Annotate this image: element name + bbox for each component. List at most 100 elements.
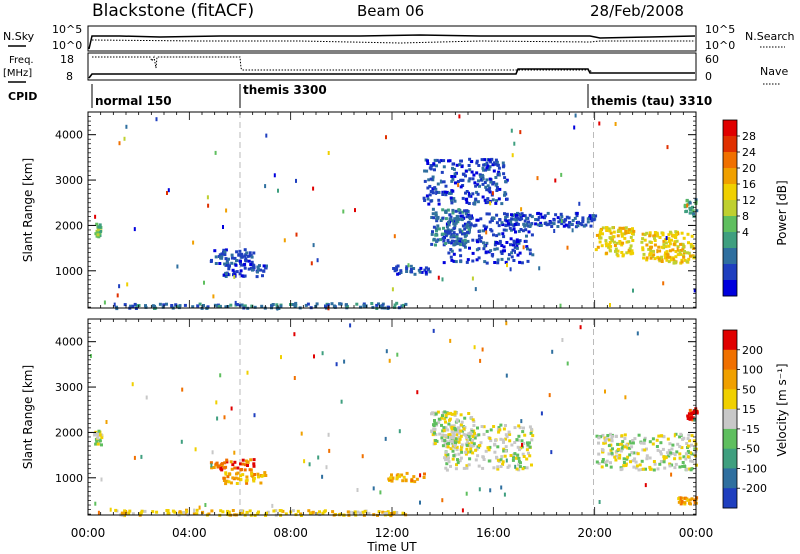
echo-cell <box>444 453 448 457</box>
echo-cell <box>185 509 189 513</box>
echo-cell <box>692 439 696 443</box>
echo-cell <box>250 255 254 259</box>
echo-cell <box>525 457 529 461</box>
echo-cell <box>451 449 455 453</box>
echo-cell <box>486 197 490 201</box>
echo-cell <box>600 244 604 248</box>
echo-cell <box>607 227 611 231</box>
echo-cell <box>178 510 182 514</box>
echo-cell <box>551 349 554 354</box>
echo-cell <box>480 158 484 162</box>
echo-cell <box>443 190 447 194</box>
echo-cell <box>487 188 491 192</box>
echo-cell <box>257 475 260 479</box>
echo-cell <box>213 303 217 307</box>
echo-cell <box>389 514 393 518</box>
echo-cell <box>598 240 602 244</box>
echo-cell <box>458 163 462 167</box>
echo-cell <box>245 460 249 464</box>
echo-cell <box>480 425 484 428</box>
echo-cell <box>613 244 617 247</box>
echo-cell <box>550 225 554 228</box>
echo-cell <box>607 452 611 456</box>
echo-cell <box>95 222 99 226</box>
echo-cell <box>611 226 615 230</box>
echo-cell <box>233 450 236 455</box>
echo-cell <box>461 172 465 176</box>
echo-cell <box>643 438 647 442</box>
echo-cell <box>682 236 686 240</box>
echo-cell <box>680 260 684 264</box>
echo-cell <box>123 303 127 307</box>
echo-cell <box>466 450 470 454</box>
echo-cell <box>501 249 505 253</box>
echo-cell <box>451 436 455 440</box>
echo-cell <box>466 258 470 262</box>
echo-cell <box>608 236 612 240</box>
echo-cell <box>313 354 315 359</box>
echo-cell <box>678 465 682 469</box>
echo-cell <box>497 197 501 201</box>
echo-cell <box>641 467 645 471</box>
echo-cell <box>449 411 453 415</box>
echo-cell <box>513 241 516 245</box>
y-tick-label: 3000 <box>55 174 83 187</box>
echo-cell <box>695 209 699 213</box>
echo-cell <box>501 232 505 236</box>
echo-cell <box>453 410 457 414</box>
echo-cell <box>446 457 450 461</box>
echo-cell <box>226 509 229 513</box>
echo-cell <box>429 190 433 193</box>
echo-cell <box>693 454 697 458</box>
echo-cell <box>461 210 465 214</box>
echo-cell <box>667 454 671 458</box>
echo-cell <box>453 446 457 450</box>
echo-cell <box>487 448 491 452</box>
echo-cell <box>400 304 404 308</box>
echo-cell <box>203 280 205 285</box>
echo-cell <box>235 259 238 262</box>
echo-cell <box>467 463 471 467</box>
echo-cell <box>692 409 696 413</box>
nave-line <box>92 55 695 74</box>
echo-cell <box>444 184 448 188</box>
echo-cell <box>423 169 427 173</box>
echo-cell <box>247 267 251 271</box>
echo-cell <box>482 247 486 251</box>
echo-cell <box>455 163 459 167</box>
echo-cell <box>488 445 492 449</box>
echo-cell <box>239 254 243 257</box>
echo-cell <box>479 236 483 240</box>
echo-cell <box>672 242 676 246</box>
echo-cell <box>473 181 477 185</box>
echo-cell <box>220 254 224 258</box>
echo-cell <box>621 253 625 257</box>
echo-cell <box>452 231 456 235</box>
echo-cell <box>459 178 463 182</box>
echo-cell <box>220 464 224 467</box>
echo-cell <box>434 439 438 442</box>
echo-cell <box>465 215 469 219</box>
echo-cell <box>449 255 453 259</box>
echo-cell <box>637 468 641 472</box>
echo-cell <box>125 124 128 129</box>
echo-cell <box>674 462 678 466</box>
echo-cell <box>687 412 691 416</box>
echo-cell <box>206 305 210 309</box>
echo-cell <box>467 213 471 217</box>
echo-cell <box>428 193 432 197</box>
echo-cell <box>434 227 438 231</box>
echo-cell <box>222 476 226 480</box>
echo-cell <box>391 287 394 292</box>
echo-cell <box>293 332 296 337</box>
echo-cell <box>496 261 500 265</box>
echo-cell <box>226 475 230 479</box>
echo-cell <box>235 482 239 485</box>
echo-cell <box>648 231 652 235</box>
echo-cell <box>657 257 661 261</box>
echo-cell <box>215 400 218 405</box>
echo-cell <box>272 509 276 513</box>
freq-line <box>88 68 695 79</box>
echo-cell <box>674 250 678 253</box>
echo-cell <box>431 175 435 179</box>
